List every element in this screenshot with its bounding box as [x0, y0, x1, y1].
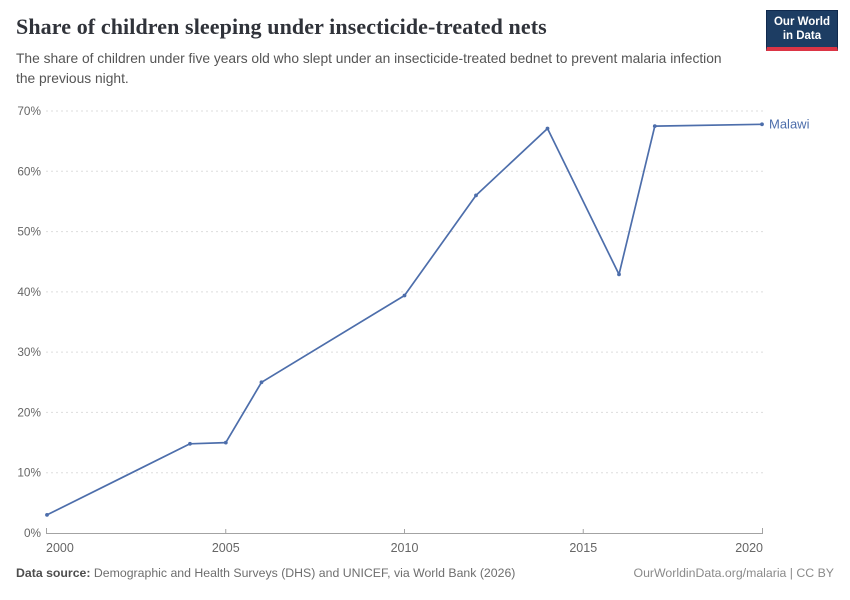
x-tick-label: 2015	[569, 541, 597, 555]
x-tick-label: 2005	[212, 541, 240, 555]
y-tick-label: 30%	[17, 345, 41, 359]
data-source-note: Data source: Demographic and Health Surv…	[16, 566, 515, 580]
credit-link[interactable]: OurWorldinData.org/malaria | CC BY	[633, 566, 834, 580]
chart-subtitle: The share of children under five years o…	[16, 51, 722, 86]
series-end-label: Malawi	[769, 116, 810, 131]
y-tick-label: 10%	[17, 466, 41, 480]
data-source-text: Demographic and Health Surveys (DHS) and…	[90, 566, 516, 580]
owid-logo-line2: in Data	[782, 29, 822, 42]
data-point[interactable]	[545, 126, 550, 131]
data-point[interactable]	[188, 441, 192, 446]
x-tick-label: 2000	[46, 541, 74, 555]
y-tick-label: 20%	[17, 405, 41, 419]
data-point[interactable]	[45, 513, 49, 517]
x-tick-label: 2020	[735, 541, 763, 555]
data-point[interactable]	[474, 193, 478, 198]
data-line[interactable]	[46, 123, 763, 516]
owid-logo[interactable]: Our World in Data	[765, 10, 838, 52]
data-source-label: Data source:	[16, 566, 91, 580]
y-tick-label: 40%	[17, 285, 41, 299]
plot-svg[interactable]: 0% 10% 20% 30% 40% 50% 60% 70% 2000 2005 2010 2015 2…	[0, 95, 850, 555]
y-tick-label: 0%	[24, 526, 42, 540]
data-point[interactable]	[652, 124, 657, 128]
y-tick-label: 70%	[17, 104, 41, 118]
x-axis	[46, 528, 763, 534]
data-point[interactable]	[223, 440, 228, 445]
page-title: Share of children sleeping under insecti…	[16, 14, 547, 39]
data-point[interactable]	[760, 122, 764, 127]
chart-header: Share of children sleeping under insecti…	[16, 14, 750, 88]
data-point[interactable]	[259, 380, 264, 385]
y-tick-label: 50%	[17, 225, 41, 239]
y-tick-label: 60%	[17, 164, 41, 178]
owid-logo-line1: Our World	[773, 16, 830, 28]
line-chart[interactable]: 0% 10% 20% 30% 40% 50% 60% 70% 2000 2005 2010 2015 2…	[0, 95, 850, 555]
data-point[interactable]	[617, 272, 621, 277]
x-tick-label: 2010	[391, 541, 419, 555]
chart-footer: Data source: Demographic and Health Surv…	[16, 566, 834, 580]
data-point[interactable]	[402, 293, 407, 298]
